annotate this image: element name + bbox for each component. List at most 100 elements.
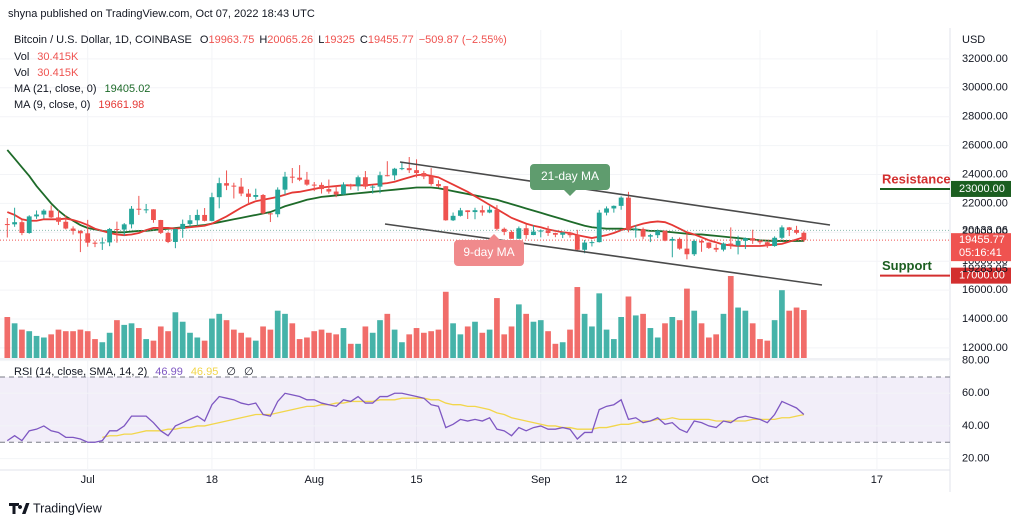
candle-body [63, 221, 69, 229]
volume-bar [238, 332, 245, 358]
volume-bar [165, 331, 171, 358]
legend: Bitcoin / U.S. Dollar, 1D, COINBASE O 1996… [14, 34, 507, 378]
candle-body [304, 179, 310, 185]
volume-bar [413, 328, 420, 358]
volume-bar [640, 313, 646, 358]
candle-body [34, 214, 39, 217]
volume-bar [150, 340, 157, 358]
legend-text: MA (21, close, 0) [14, 83, 97, 95]
candle-body [487, 209, 493, 213]
candle-body [574, 235, 580, 250]
volume-bar [318, 329, 325, 358]
candle-body [523, 228, 529, 236]
volume-bar [749, 323, 756, 358]
candle-body [414, 170, 419, 174]
legend-text: RSI (14, close, SMA, 14, 2) [14, 366, 147, 378]
candle-body [428, 176, 434, 185]
legend-text: ∅ [226, 366, 236, 378]
volume-bar [121, 324, 128, 358]
x-tick-label: Sep [531, 474, 551, 486]
volume-bar [567, 329, 573, 358]
candle-body [297, 177, 303, 180]
volume-bar [260, 326, 266, 358]
volume-bar [771, 320, 778, 358]
legend-text: 46.99 [155, 366, 183, 378]
candle-body [56, 217, 61, 222]
upper-trendline [399, 161, 831, 226]
candle-body [764, 242, 770, 247]
volume-bar [340, 328, 347, 358]
candle-body [151, 209, 156, 221]
candle-body [494, 209, 500, 229]
candle-body [750, 238, 756, 241]
volume-bar [92, 339, 98, 358]
candle-body [289, 176, 295, 178]
plot-area: 12000.0014000.0016000.0018000.0020000.00… [0, 28, 1011, 492]
volume-bar [347, 343, 354, 358]
candle-body [216, 183, 222, 198]
volume-bar [684, 288, 690, 358]
rsi-band [0, 376, 950, 443]
legend-text: 30.415K [37, 67, 79, 79]
candle-body [231, 185, 237, 187]
candle-body [4, 224, 10, 226]
candle-body [713, 247, 719, 250]
rsi-tick-label: 20.00 [962, 452, 990, 464]
candle-body [801, 232, 807, 241]
ma-line [6, 149, 804, 242]
volume-bar [589, 326, 595, 358]
volume-bar [435, 329, 442, 358]
candle-body [172, 228, 178, 242]
countdown: 05:16:41 [959, 247, 1002, 259]
candle-body [691, 240, 697, 255]
candle-body [531, 231, 536, 236]
candle-body [384, 175, 390, 177]
x-tick-label: 17 [871, 474, 883, 486]
price-tag [951, 233, 1011, 262]
volume-bar [128, 323, 135, 358]
lower-trendline [384, 223, 823, 286]
candle-body [92, 242, 98, 244]
legend-text: Vol [14, 67, 29, 79]
candle-body [728, 243, 734, 246]
y-tick-label: 26000.00 [962, 140, 1008, 152]
volume-bar [4, 317, 11, 358]
candle-body [567, 232, 573, 236]
volume-bar [676, 320, 683, 358]
legend-text: 20065.26 [267, 34, 313, 46]
legend-text: Bitcoin / U.S. Dollar, 1D, COINBASE [14, 34, 192, 46]
volume-bar [537, 320, 544, 358]
candle-body [392, 168, 398, 176]
volume-bar [179, 321, 186, 358]
volume-bar [552, 343, 559, 358]
volume-bar [135, 328, 142, 358]
legend-text: 19325 [324, 34, 355, 46]
volume-bar [559, 342, 566, 358]
volume-bar [705, 337, 712, 358]
volume-bar [515, 304, 522, 358]
y-tick-label: 24000.00 [962, 168, 1008, 180]
level-name: Support [882, 258, 932, 273]
volume-bar [289, 323, 296, 358]
volume-bar [486, 329, 493, 358]
volume-bar [194, 337, 201, 358]
candle-body [107, 228, 113, 243]
volume-bar [713, 334, 720, 358]
volume-bar [355, 343, 361, 358]
volume-bar [574, 287, 581, 358]
volume-bar [26, 331, 33, 358]
candle-body [735, 240, 741, 246]
candle-body [742, 238, 748, 241]
candle-body [187, 220, 193, 224]
volume-bar [610, 339, 617, 358]
candle-body [626, 197, 631, 230]
candle-body [99, 242, 105, 244]
candle-body [479, 210, 485, 213]
volume-bar [267, 329, 274, 358]
legend-text: −509.87 (−2.55%) [419, 34, 507, 46]
candle-body [457, 210, 463, 216]
volume-bar [523, 313, 530, 358]
candle-body [647, 235, 653, 237]
candle-body [699, 240, 704, 243]
volume-bar [464, 326, 471, 358]
